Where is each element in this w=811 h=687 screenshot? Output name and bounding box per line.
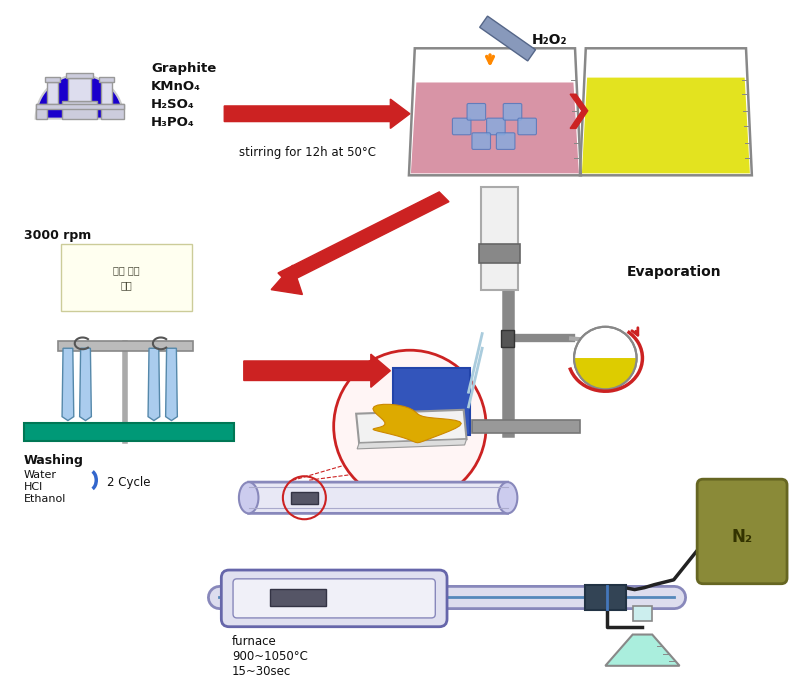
- Polygon shape: [62, 348, 74, 420]
- Circle shape: [574, 327, 637, 390]
- Ellipse shape: [239, 482, 259, 513]
- Polygon shape: [357, 439, 466, 449]
- Polygon shape: [581, 78, 750, 173]
- FancyBboxPatch shape: [453, 118, 471, 135]
- Polygon shape: [356, 410, 466, 443]
- FancyBboxPatch shape: [633, 606, 652, 621]
- FancyBboxPatch shape: [481, 187, 518, 290]
- Polygon shape: [373, 405, 461, 442]
- FancyBboxPatch shape: [249, 482, 508, 513]
- FancyBboxPatch shape: [58, 341, 193, 351]
- Polygon shape: [68, 78, 92, 101]
- FancyBboxPatch shape: [45, 77, 60, 82]
- Circle shape: [333, 350, 486, 503]
- Polygon shape: [47, 82, 58, 104]
- FancyBboxPatch shape: [697, 479, 787, 584]
- Polygon shape: [244, 354, 390, 387]
- Text: Washing: Washing: [24, 454, 84, 466]
- FancyBboxPatch shape: [57, 122, 102, 137]
- FancyBboxPatch shape: [290, 492, 318, 504]
- FancyBboxPatch shape: [99, 77, 114, 82]
- Polygon shape: [165, 348, 178, 420]
- Polygon shape: [36, 75, 123, 119]
- Polygon shape: [278, 192, 449, 283]
- Polygon shape: [605, 635, 680, 666]
- Polygon shape: [36, 104, 123, 109]
- Polygon shape: [62, 101, 97, 119]
- FancyBboxPatch shape: [487, 118, 505, 135]
- Text: Evaporation: Evaporation: [627, 265, 722, 279]
- FancyBboxPatch shape: [518, 118, 536, 135]
- Text: Graphite
KMnO₄
H₂SO₄
H₃PO₄: Graphite KMnO₄ H₂SO₄ H₃PO₄: [151, 62, 217, 129]
- FancyBboxPatch shape: [500, 330, 514, 347]
- FancyBboxPatch shape: [479, 16, 535, 61]
- Polygon shape: [36, 104, 47, 119]
- Text: 3000 rpm: 3000 rpm: [24, 229, 91, 242]
- FancyBboxPatch shape: [393, 368, 470, 435]
- Polygon shape: [148, 348, 160, 420]
- FancyBboxPatch shape: [585, 585, 626, 610]
- FancyBboxPatch shape: [503, 104, 521, 120]
- FancyBboxPatch shape: [61, 244, 192, 311]
- Text: Water
HCl
Ethanol: Water HCl Ethanol: [24, 471, 67, 504]
- Polygon shape: [271, 265, 303, 295]
- Text: furnace
900~1050°C
15~30sec: furnace 900~1050°C 15~30sec: [232, 635, 308, 677]
- FancyBboxPatch shape: [66, 73, 93, 78]
- FancyBboxPatch shape: [233, 579, 436, 618]
- Polygon shape: [570, 94, 588, 128]
- Text: H₂O₂: H₂O₂: [532, 33, 568, 47]
- Polygon shape: [574, 358, 637, 390]
- Polygon shape: [101, 82, 112, 104]
- FancyBboxPatch shape: [24, 423, 234, 441]
- FancyBboxPatch shape: [479, 244, 521, 263]
- Text: 2 Cycle: 2 Cycle: [107, 476, 151, 489]
- FancyBboxPatch shape: [467, 104, 486, 120]
- Text: 액체 표면: 액체 표면: [114, 265, 139, 275]
- Text: 침전: 침전: [121, 280, 132, 290]
- Polygon shape: [703, 570, 781, 578]
- FancyBboxPatch shape: [472, 133, 491, 149]
- FancyBboxPatch shape: [496, 133, 515, 149]
- Polygon shape: [101, 104, 123, 119]
- Polygon shape: [411, 82, 579, 173]
- FancyBboxPatch shape: [221, 570, 447, 627]
- Text: stirring for 12h at 50°C: stirring for 12h at 50°C: [238, 146, 375, 159]
- Polygon shape: [225, 99, 410, 128]
- Text: N₂: N₂: [732, 528, 753, 546]
- Ellipse shape: [498, 482, 517, 513]
- Polygon shape: [79, 348, 92, 420]
- FancyBboxPatch shape: [270, 589, 326, 606]
- FancyBboxPatch shape: [473, 420, 580, 433]
